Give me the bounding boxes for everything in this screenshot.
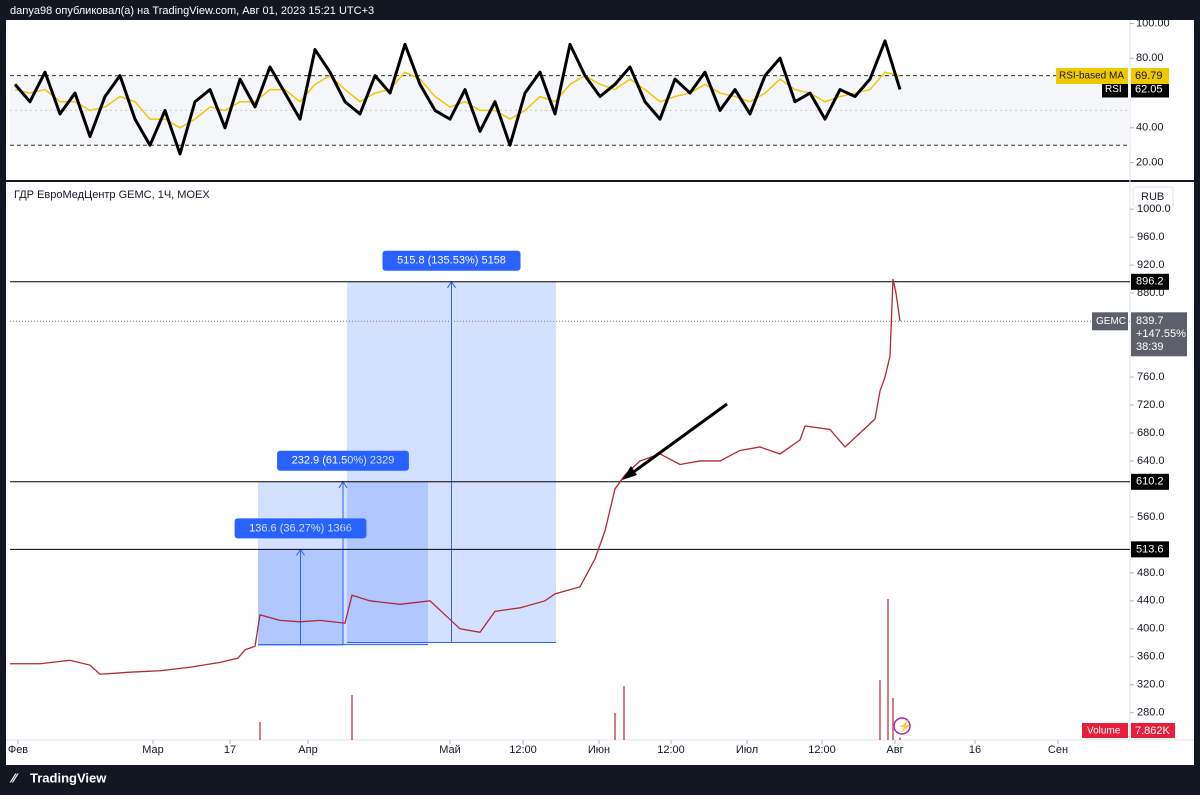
header: danya98 опубликовал(а) на TradingView.co… (10, 5, 374, 17)
volume-value: 7.862K (1135, 725, 1171, 737)
measure-label: 136.6 (36.27%) 1366 (249, 522, 352, 534)
currency-box[interactable] (1132, 186, 1174, 208)
y-tick-label: 440.0 (1137, 595, 1165, 607)
event-icon[interactable] (893, 717, 911, 735)
y-tick-label: 280.0 (1137, 707, 1165, 719)
last-value: 62.05 (1135, 83, 1163, 95)
x-tick-label: Май (439, 744, 461, 756)
last-value-tag (1131, 68, 1169, 85)
arrow (627, 402, 728, 478)
x-tick-label: Авг (886, 744, 903, 756)
last-price-tag (1131, 312, 1187, 357)
y-tick-label: 1000.0 (1137, 203, 1171, 215)
y-tick-label: 920.0 (1137, 259, 1165, 271)
measure-label: 515.8 (135.53%) 5158 (397, 255, 506, 267)
x-tick-label: Апр (298, 744, 317, 756)
last-price: 839.7 (1136, 315, 1164, 327)
volume-bar (887, 599, 889, 740)
level-label: 610.2 (1136, 476, 1164, 488)
y-tick-label: 560.0 (1137, 511, 1165, 523)
x-tick-label: 12:00 (808, 744, 836, 756)
volume-tag (1082, 723, 1128, 738)
y-tick-label: 100.00 (1136, 17, 1170, 29)
y-tick-label: 20.00 (1136, 157, 1164, 169)
price-line (10, 278, 901, 675)
x-tick-label: Мар (142, 744, 164, 756)
countdown: 38:39 (1136, 341, 1164, 353)
measure-label-box (234, 518, 367, 539)
x-tick-label: 12:00 (509, 744, 537, 756)
volume-name: Volume (1087, 726, 1121, 737)
y-tick-label: 40.00 (1136, 122, 1164, 134)
volume-bar (259, 722, 261, 740)
volume-bar (623, 686, 625, 740)
x-tick-label: Фев (8, 744, 28, 756)
volume-bar (879, 680, 881, 740)
level-tag (1131, 473, 1169, 490)
measure-label-box (277, 450, 409, 471)
series-name-tag (1056, 68, 1128, 85)
x-tick-label: 12:00 (657, 744, 685, 756)
footer-logo: TradingView (30, 770, 107, 785)
symbol-tag (1092, 312, 1128, 331)
x-tick-label: Июл (736, 744, 758, 756)
y-tick-label: 80.00 (1136, 52, 1164, 64)
x-tick-label: Июн (588, 744, 610, 756)
x-tick-label: 17 (224, 744, 236, 756)
y-tick-label: 480.0 (1137, 567, 1165, 579)
series-name: RSI (1105, 84, 1122, 95)
level-label: 513.6 (1136, 543, 1164, 555)
series-name-tag (1102, 81, 1128, 98)
level-tag (1131, 273, 1169, 290)
y-tick-label: 960.0 (1137, 231, 1165, 243)
volume-bar (899, 737, 901, 740)
volume-value-tag (1131, 723, 1175, 738)
rsi-line (13, 39, 902, 156)
level-tag (1131, 541, 1169, 558)
measure-label: 232.9 (61.50%) 2329 (292, 455, 395, 467)
y-tick-label: 880.0 (1137, 287, 1165, 299)
y-tick-label: 720.0 (1137, 399, 1165, 411)
y-tick-label: 320.0 (1137, 679, 1165, 691)
measure-label-box (382, 250, 521, 271)
y-tick-label: 360.0 (1137, 651, 1165, 663)
level-label: 896.2 (1136, 276, 1164, 288)
chart-title: ГДР ЕвроМедЦентр GEMC, 1Ч, MOEX (14, 189, 210, 201)
series-name: RSI-based MA (1059, 71, 1124, 82)
logo-icon: ⁄⁄ (9, 770, 19, 785)
currency: RUB (1141, 191, 1164, 203)
arrow-head (622, 466, 637, 480)
last-value: 69.79 (1135, 70, 1163, 82)
y-tick-label: 760.0 (1137, 371, 1165, 383)
y-tick-label: 400.0 (1137, 623, 1165, 635)
last-value-tag (1131, 81, 1169, 98)
y-tick-label: 640.0 (1137, 455, 1165, 467)
x-tick-label: 16 (969, 744, 981, 756)
x-tick-label: Сен (1048, 744, 1068, 756)
volume-bar (614, 713, 616, 740)
volume-bar (892, 698, 894, 740)
y-tick-label: 680.0 (1137, 427, 1165, 439)
volume-bar (351, 695, 353, 740)
symbol: GEMC (1096, 316, 1126, 327)
event-icon-glyph: ⚡ (898, 720, 912, 733)
change: +147.55% (1136, 328, 1186, 340)
